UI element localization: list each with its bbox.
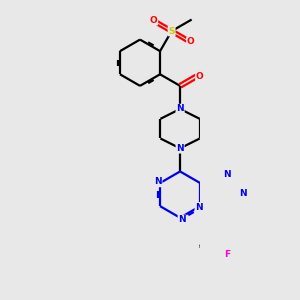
Text: S: S	[168, 27, 175, 36]
Text: N: N	[176, 144, 184, 153]
Text: F: F	[224, 250, 230, 259]
Text: O: O	[150, 16, 158, 25]
Text: O: O	[187, 38, 195, 46]
Text: N: N	[195, 203, 203, 212]
Text: N: N	[154, 178, 162, 187]
Text: N: N	[224, 170, 231, 179]
Text: N: N	[178, 215, 186, 224]
Text: O: O	[196, 71, 204, 80]
Text: N: N	[176, 104, 184, 113]
Text: N: N	[239, 189, 246, 198]
